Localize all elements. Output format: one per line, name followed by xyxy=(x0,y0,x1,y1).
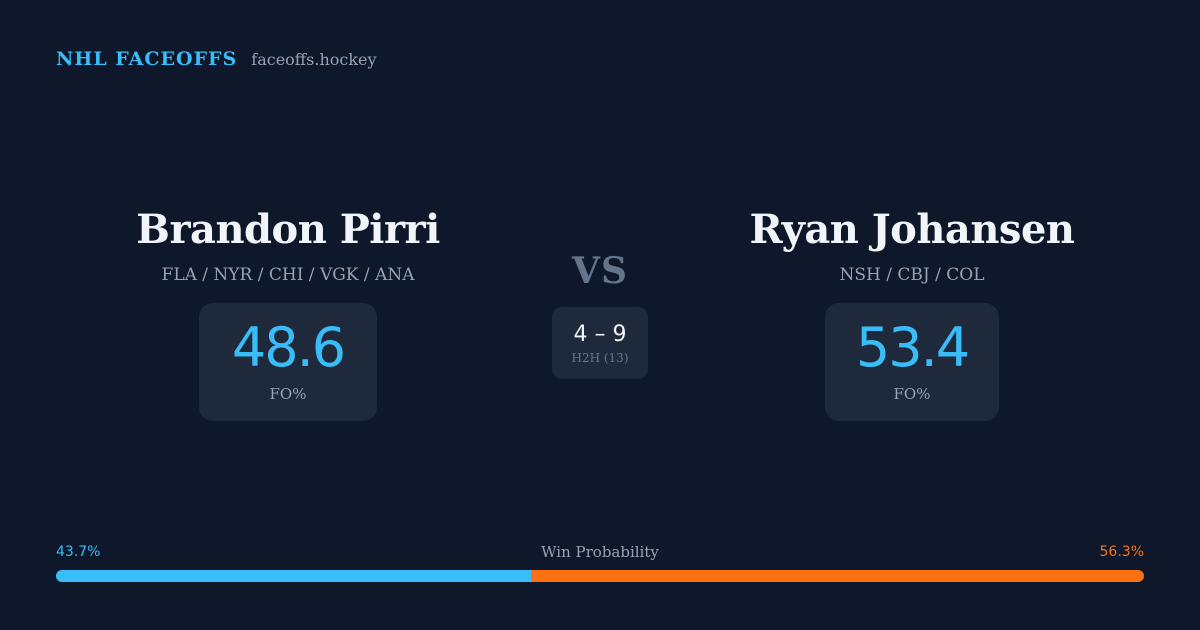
brand-name: NHL FACEOFFS xyxy=(56,48,238,70)
player-left-teams: FLA / NYR / CHI / VGK / ANA xyxy=(161,265,415,285)
vs-label: VS xyxy=(572,250,628,292)
win-probability-title: Win Probability xyxy=(541,543,659,561)
brand-header: NHL FACEOFFS faceoffs.hockey xyxy=(56,48,377,70)
win-probability-fill-left xyxy=(56,570,532,582)
h2h-card: 4 – 9 H2H (13) xyxy=(552,307,648,379)
player-right-fo-value: 53.4 xyxy=(855,316,970,379)
player-right-name: Ryan Johansen xyxy=(749,206,1075,253)
h2h-score: 4 – 9 xyxy=(573,321,627,347)
player-right: Ryan Johansen NSH / CBJ / COL 53.4 FO% xyxy=(750,206,1075,421)
player-left-fo-label: FO% xyxy=(269,385,307,403)
player-left-name: Brandon Pirri xyxy=(136,206,440,253)
win-probability-right: 56.3% xyxy=(1099,544,1144,560)
win-probability-fill-right xyxy=(531,570,1144,582)
win-probability-bar xyxy=(56,570,1144,582)
player-left-fo-card: 48.6 FO% xyxy=(199,303,377,421)
player-right-teams: NSH / CBJ / COL xyxy=(839,265,985,285)
brand-domain: faceoffs.hockey xyxy=(251,50,377,69)
win-probability-left: 43.7% xyxy=(56,544,101,560)
player-right-fo-label: FO% xyxy=(893,385,931,403)
player-right-fo-card: 53.4 FO% xyxy=(825,303,999,421)
player-left: Brandon Pirri FLA / NYR / CHI / VGK / AN… xyxy=(136,206,440,421)
player-left-fo-value: 48.6 xyxy=(231,316,346,379)
h2h-label: H2H (13) xyxy=(571,350,629,365)
